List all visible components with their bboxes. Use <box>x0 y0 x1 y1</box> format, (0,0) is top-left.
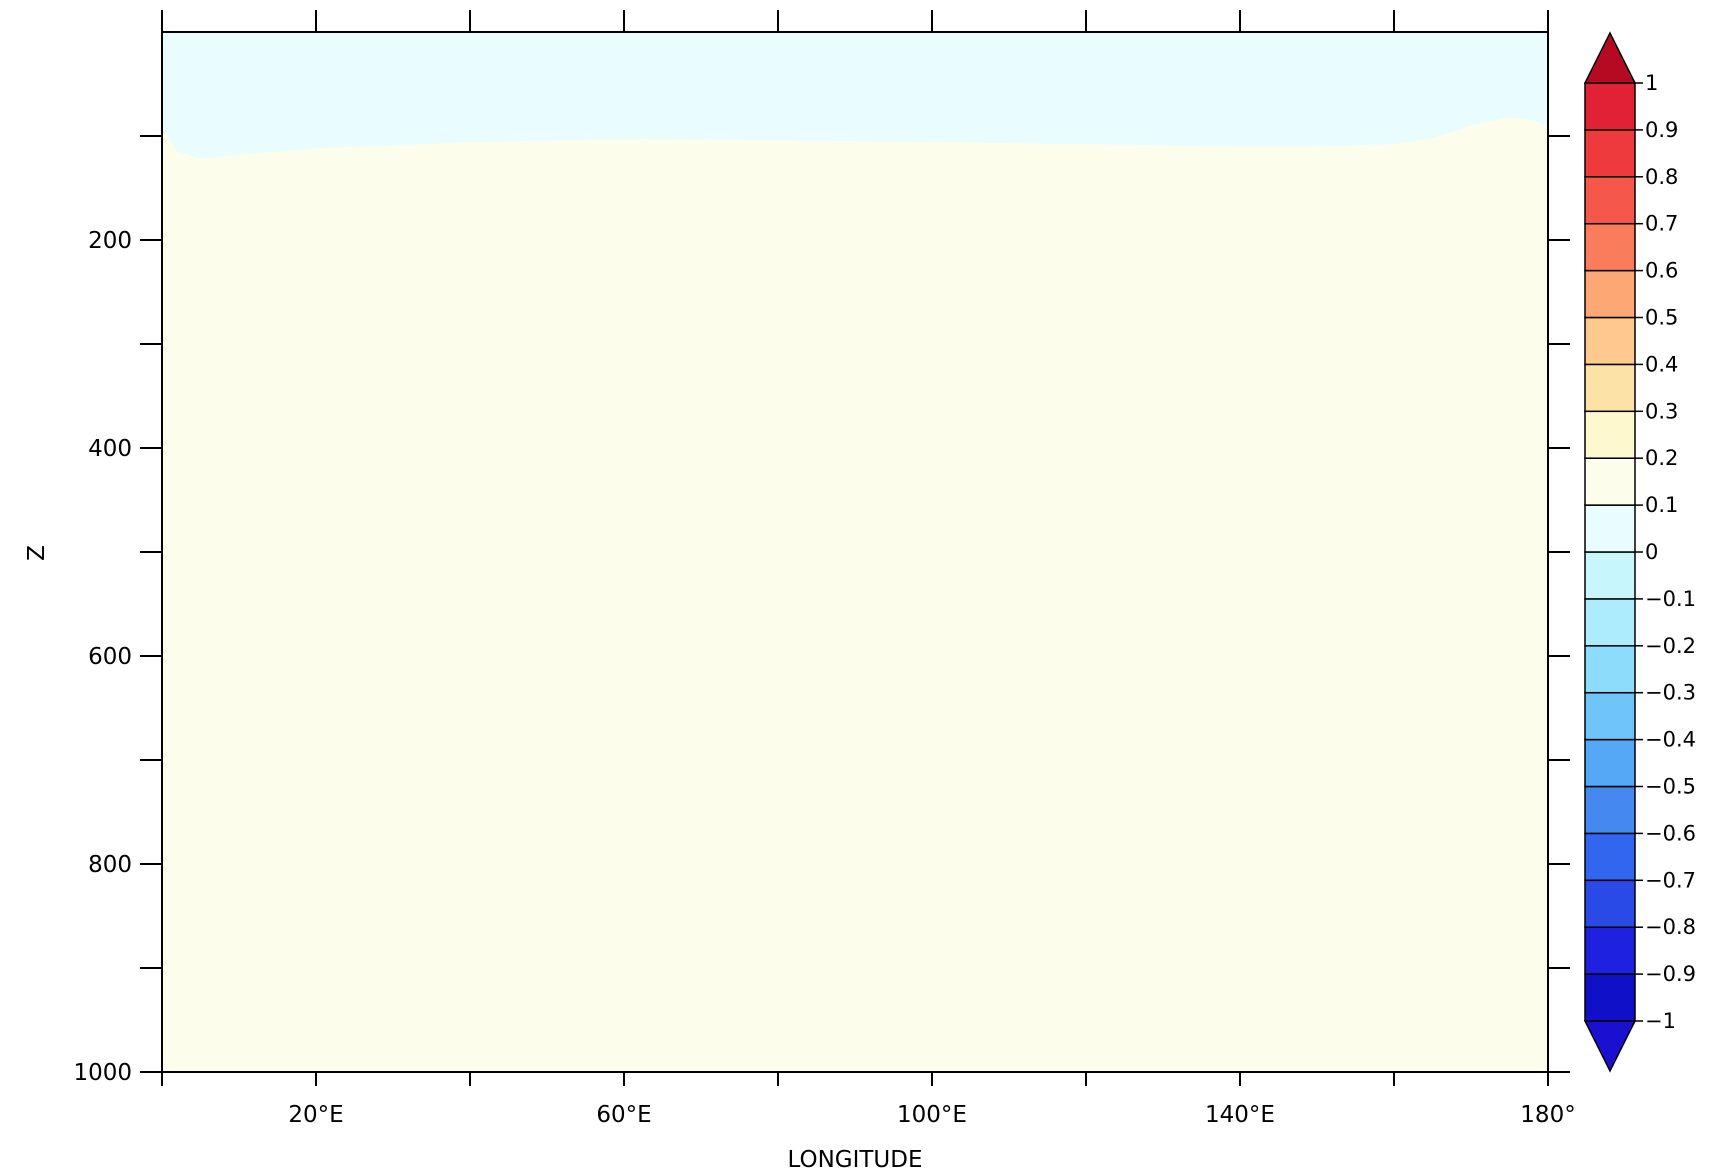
colorbar-band <box>1584 176 1636 225</box>
colorbar-label: −0.5 <box>1645 775 1696 799</box>
y-tick-label: 600 <box>88 644 132 670</box>
colorbar-label: −0.4 <box>1645 728 1696 752</box>
y-axis-label: Z <box>24 545 50 561</box>
y-tick-label: 400 <box>88 436 132 462</box>
y-tick-label: 1000 <box>73 1060 132 1086</box>
colorbar-label: 0.3 <box>1645 399 1678 423</box>
colorbar-band <box>1584 316 1636 366</box>
colorbar-label: 0.2 <box>1645 446 1678 470</box>
colorbar-label: 0.8 <box>1645 165 1678 189</box>
colorbar-band <box>1584 269 1636 319</box>
y-ticks: 200 400 600 800 1000 <box>73 135 1570 1086</box>
colorbar-label: −0.7 <box>1645 868 1696 892</box>
colorbar-band <box>1584 598 1636 647</box>
colorbar-band <box>1584 129 1636 178</box>
colorbar-label: 0.4 <box>1645 352 1678 376</box>
colorbar-band <box>1584 504 1636 553</box>
x-tick-label: 20°E <box>288 1102 343 1128</box>
colorbar-label: −0.9 <box>1645 962 1696 986</box>
x-axis-label: LONGITUDE <box>787 1147 922 1173</box>
colorbar-band <box>1584 363 1636 413</box>
colorbar-band <box>1584 879 1636 928</box>
colorbar-band <box>1584 457 1636 506</box>
colorbar-label: −0.6 <box>1645 821 1696 845</box>
colorbar-band <box>1584 410 1636 459</box>
x-ticks: 20°E 60°E 100°E 140°E 180° <box>161 10 1576 1128</box>
colorbar-label: −1 <box>1645 1009 1676 1033</box>
colorbar-label: −0.3 <box>1645 681 1696 705</box>
colorbar-band <box>1584 645 1636 694</box>
colorbar-label: −0.1 <box>1645 587 1696 611</box>
plot-fill <box>162 32 1548 1073</box>
colorbar-band <box>1584 222 1636 272</box>
colorbar-label: 0.7 <box>1645 212 1678 236</box>
colorbar-band <box>1584 926 1636 975</box>
x-tick-label: 140°E <box>1205 1102 1275 1128</box>
colorbar-over-triangle <box>1583 31 1637 84</box>
colorbar-label: −0.2 <box>1645 634 1696 658</box>
colorbar-band <box>1584 785 1636 835</box>
y-tick-label: 800 <box>88 852 132 878</box>
colorbar-label: 1 <box>1645 71 1658 95</box>
colorbar-label: 0 <box>1645 540 1658 564</box>
colorbar-label: −0.8 <box>1645 915 1696 939</box>
colorbar: −1 −0.9 −0.8 −0.7 −0.6 −0.5 −0.4 −0.3 −0.2 −0.1 0 0… <box>1583 31 1696 1073</box>
x-tick-label: 100°E <box>897 1102 967 1128</box>
colorbar-under-triangle <box>1583 1020 1637 1073</box>
colorbar-band <box>1584 973 1636 1022</box>
colorbar-band <box>1584 832 1636 882</box>
colorbar-band <box>1584 691 1636 741</box>
colorbar-label: 0.1 <box>1645 493 1678 517</box>
x-tick-label: 180° <box>1520 1102 1575 1128</box>
colorbar-label: 0.6 <box>1645 259 1678 283</box>
region-lower-layer <box>162 117 1548 1073</box>
y-tick-label: 200 <box>88 228 132 254</box>
colorbar-label: 0.9 <box>1645 118 1678 142</box>
colorbar-band <box>1584 551 1636 600</box>
colorbar-label: 0.5 <box>1645 306 1678 330</box>
colorbar-band <box>1584 738 1636 788</box>
x-tick-label: 60°E <box>596 1102 651 1128</box>
colorbar-band <box>1584 82 1636 131</box>
